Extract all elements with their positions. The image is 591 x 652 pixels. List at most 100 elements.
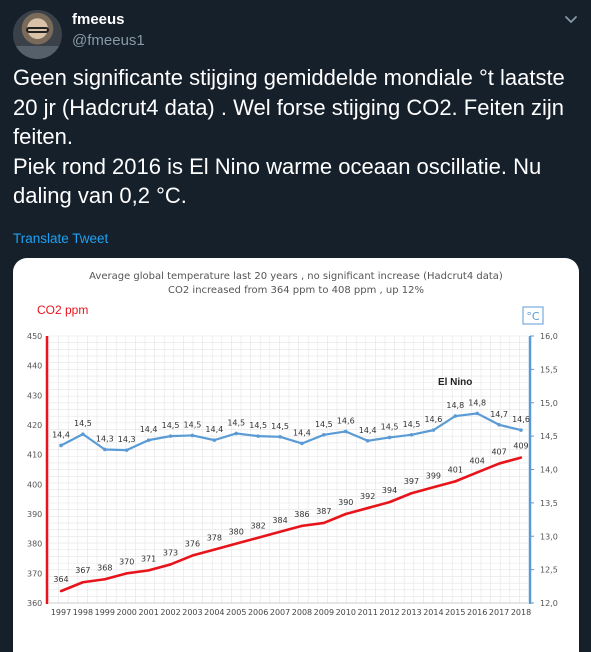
co2-point: [81, 581, 85, 584]
x-tick-label: 1999: [95, 608, 115, 617]
co2-data-label: 407: [491, 448, 506, 457]
temperature-point: [475, 411, 479, 416]
co2-data-label: 386: [294, 510, 309, 519]
co2-data-label: 390: [338, 498, 353, 507]
temperature-series-line: [60, 412, 522, 452]
x-tick-label: 2004: [204, 608, 224, 617]
temperature-point: [300, 441, 304, 446]
display-name[interactable]: fmeeus: [72, 11, 125, 28]
x-tick-label: 2007: [270, 608, 290, 617]
left-tick-label: 430: [27, 391, 42, 400]
temperature-point: [278, 434, 282, 439]
temperature-point: [212, 438, 217, 442]
x-tick-label: 2005: [226, 608, 246, 617]
co2-series-line: [60, 456, 522, 593]
user-avatar[interactable]: [13, 10, 62, 59]
x-tick-label: 2003: [182, 608, 202, 617]
temperature-point: [519, 428, 523, 432]
co2-point: [300, 524, 304, 528]
tweet-media-chart[interactable]: Average global temperature last 20 years…: [13, 258, 579, 652]
co2-data-label: 370: [119, 557, 134, 566]
tweet-line: Piek rond 2016 is El Nino warme oceaan o…: [13, 153, 542, 179]
avatar-shirt: [13, 46, 62, 59]
temperature-point: [168, 434, 173, 438]
user-handle[interactable]: @fmeeus1: [72, 32, 145, 49]
x-tick-label: 2000: [117, 608, 137, 617]
temperature-point: [409, 432, 414, 437]
x-tick-label: 2008: [292, 608, 312, 617]
co2-point: [344, 512, 347, 516]
co2-point: [475, 471, 479, 474]
right-tick-label: 12,0: [540, 599, 558, 608]
x-tick-label: 2011: [357, 608, 377, 617]
co2-point: [497, 462, 501, 465]
right-tick-label: 13,5: [540, 499, 558, 508]
temperature-point: [322, 432, 326, 437]
co2-data-label: 397: [404, 477, 419, 486]
co2-data-label: 378: [207, 534, 222, 543]
tweet-line: feiten.: [13, 124, 73, 149]
co2-data-label: 364: [53, 575, 68, 584]
chevron-down-icon[interactable]: [563, 11, 579, 27]
co2-point: [256, 536, 260, 539]
left-tick-label: 440: [27, 362, 42, 371]
co2-point: [410, 492, 413, 495]
translate-tweet-link[interactable]: Translate Tweet: [13, 231, 109, 246]
right-tick-label: 14,5: [540, 432, 558, 441]
temperature-data-label: 14,6: [337, 416, 355, 425]
temperature-data-label: 14,3: [96, 434, 114, 443]
temperature-data-label: 14,5: [403, 420, 421, 429]
temperature-data-label: 14,7: [490, 410, 508, 419]
temperature-data-label: 14,6: [512, 415, 530, 424]
x-tick-label: 1998: [73, 608, 93, 617]
co2-point: [432, 486, 435, 489]
temperature-data-label: 14,5: [227, 418, 245, 427]
temperature-data-label: 14,5: [271, 422, 289, 431]
temperature-point: [81, 432, 85, 436]
left-tick-label: 450: [27, 332, 42, 341]
x-tick-label: 2014: [423, 608, 443, 617]
left-tick-label: 420: [27, 421, 42, 430]
temperature-data-label: 14,5: [249, 421, 267, 430]
x-tick-label: 2013: [401, 608, 421, 617]
temperature-data-label: 14,4: [140, 425, 158, 434]
avatar-glasses: [26, 27, 49, 33]
right-axis-label: °C: [526, 310, 540, 323]
co2-data-label: 382: [251, 522, 266, 531]
left-tick-label: 390: [27, 510, 42, 519]
x-tick-label: 2017: [489, 608, 509, 617]
temperature-point: [497, 422, 501, 427]
x-tick-label: 2009: [314, 608, 334, 617]
co2-point: [278, 530, 282, 533]
chart-subtitle: CO2 increased from 364 ppm to 408 ppm , …: [168, 285, 424, 296]
co2-data-label: 409: [513, 442, 528, 451]
temperature-point: [343, 429, 348, 434]
x-tick-label: 2016: [467, 608, 487, 617]
co2-data-label: 380: [229, 528, 244, 537]
x-tick-label: 2018: [511, 608, 531, 617]
el-nino-annotation: El Nino: [438, 377, 472, 388]
chart-title: Average global temperature last 20 years…: [89, 271, 503, 282]
temperature-data-label: 14,5: [162, 421, 180, 430]
temperature-point: [431, 428, 436, 432]
temperature-data-label: 14,5: [315, 420, 333, 429]
co2-data-label: 401: [448, 465, 463, 474]
tweet-line: 20 jr (Hadcrut4 data) . Wel forse stijgi…: [13, 94, 565, 120]
co2-data-label: 373: [163, 548, 178, 557]
tweet-line: Geen significante stijging gemiddelde mo…: [13, 65, 565, 90]
x-tick-label: 2015: [445, 608, 465, 617]
chart-svg: Average global temperature last 20 years…: [27, 271, 558, 617]
co2-point: [366, 506, 369, 510]
temperature-data-label: 14,8: [446, 401, 464, 410]
temperature-point: [453, 414, 458, 418]
left-tick-label: 400: [27, 480, 42, 489]
right-axis-label-box: [522, 306, 544, 325]
right-tick-label: 15,5: [540, 365, 558, 374]
right-tick-label: 14,0: [540, 466, 558, 475]
co2-data-label: 387: [316, 507, 331, 516]
co2-data-label: 392: [360, 492, 375, 501]
co2-data-label: 376: [185, 540, 200, 549]
tweet-text: Geen significante stijging gemiddelde mo…: [13, 63, 578, 211]
right-tick-label: 12,5: [540, 566, 558, 575]
left-tick-label: 410: [27, 451, 42, 460]
